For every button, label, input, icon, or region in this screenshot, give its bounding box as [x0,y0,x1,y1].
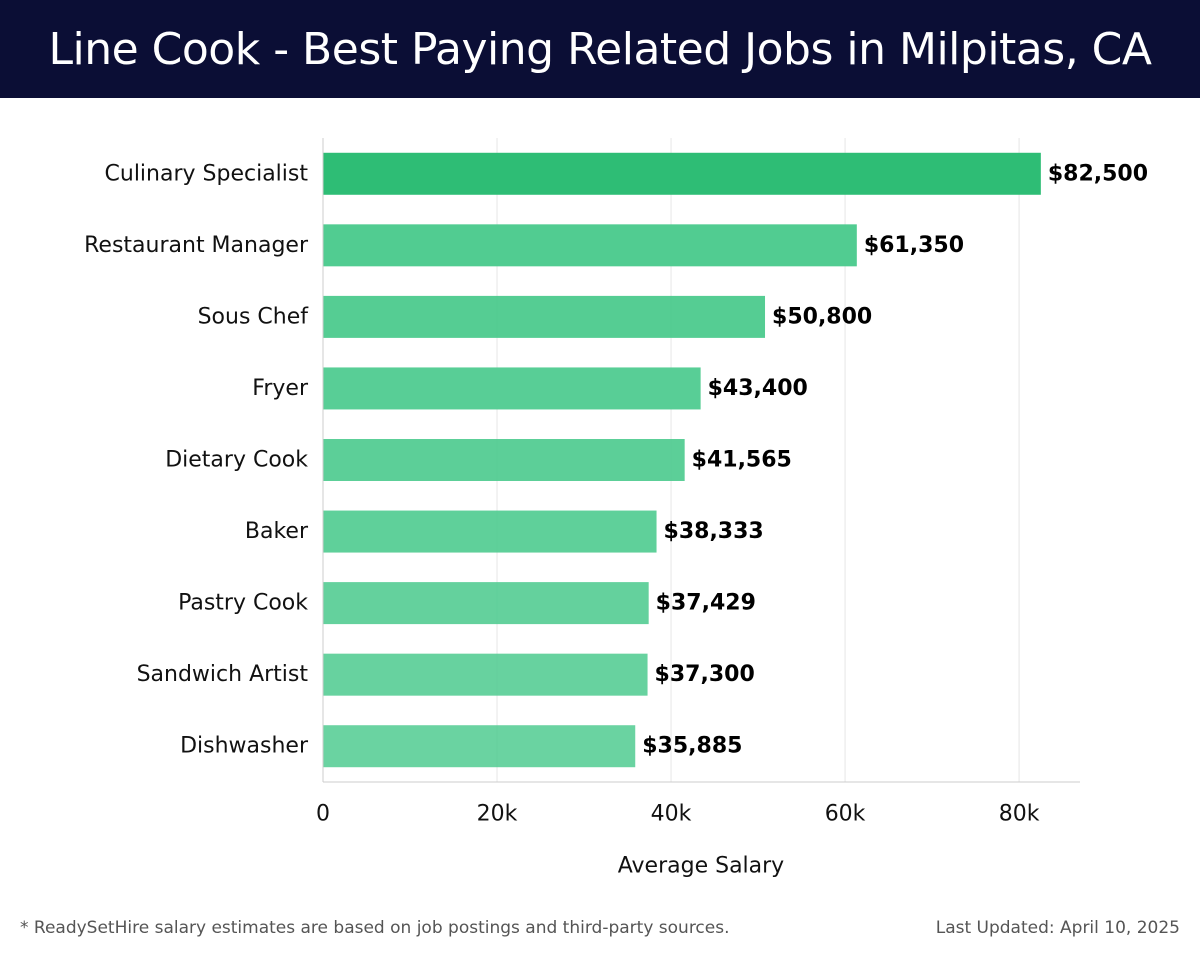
value-label: $35,885 [642,734,742,759]
category-label: Pastry Cook [178,591,308,616]
category-label: Dietary Cook [165,448,308,473]
value-label: $37,429 [656,591,756,616]
x-axis-title: Average Salary [618,854,784,879]
value-label: $38,333 [664,519,764,544]
category-label: Restaurant Manager [84,233,309,258]
bar [323,439,685,481]
category-label: Culinary Specialist [105,161,309,186]
bars [323,152,1041,768]
category-label: Sandwich Artist [137,662,309,687]
bar [323,224,857,267]
title-bar: Line Cook - Best Paying Related Jobs in … [0,0,1200,98]
last-updated: Last Updated: April 10, 2025 [935,918,1180,938]
bar [323,367,701,410]
category-label: Sous Chef [198,304,310,329]
bar [323,653,648,696]
x-tick-label: 80k [999,802,1040,827]
bar [323,510,657,553]
page-title: Line Cook - Best Paying Related Jobs in … [48,23,1152,75]
value-label: $37,300 [655,662,755,687]
value-label: $43,400 [708,376,808,401]
value-label: $50,800 [772,304,872,329]
footnote: * ReadySetHire salary estimates are base… [20,918,730,938]
value-labels: $82,500 $61,350 $50,800 $43,400 $41,565 $38,3… [642,161,1148,758]
bar [323,152,1041,195]
category-labels: Culinary Specialist Restaurant Manager Sou… [84,161,309,758]
x-axis: 0 20k 40k 60k 80k Average Salary [316,138,1080,879]
category-label: Fryer [252,376,309,401]
value-label: $41,565 [692,448,792,473]
category-label: Baker [245,519,309,544]
bar [323,582,649,625]
x-tick-label: 0 [316,802,330,827]
x-tick-label: 20k [477,802,518,827]
x-tick-label: 60k [825,802,866,827]
chart-area: Culinary Specialist Restaurant Manager Sou… [0,98,1200,898]
x-tick-label: 40k [651,802,692,827]
category-label: Dishwasher [180,734,309,759]
bar [323,725,636,768]
bar [323,295,766,338]
salary-bar-chart: Culinary Specialist Restaurant Manager Sou… [84,138,1148,879]
value-label: $61,350 [864,233,964,258]
value-label: $82,500 [1048,161,1148,186]
